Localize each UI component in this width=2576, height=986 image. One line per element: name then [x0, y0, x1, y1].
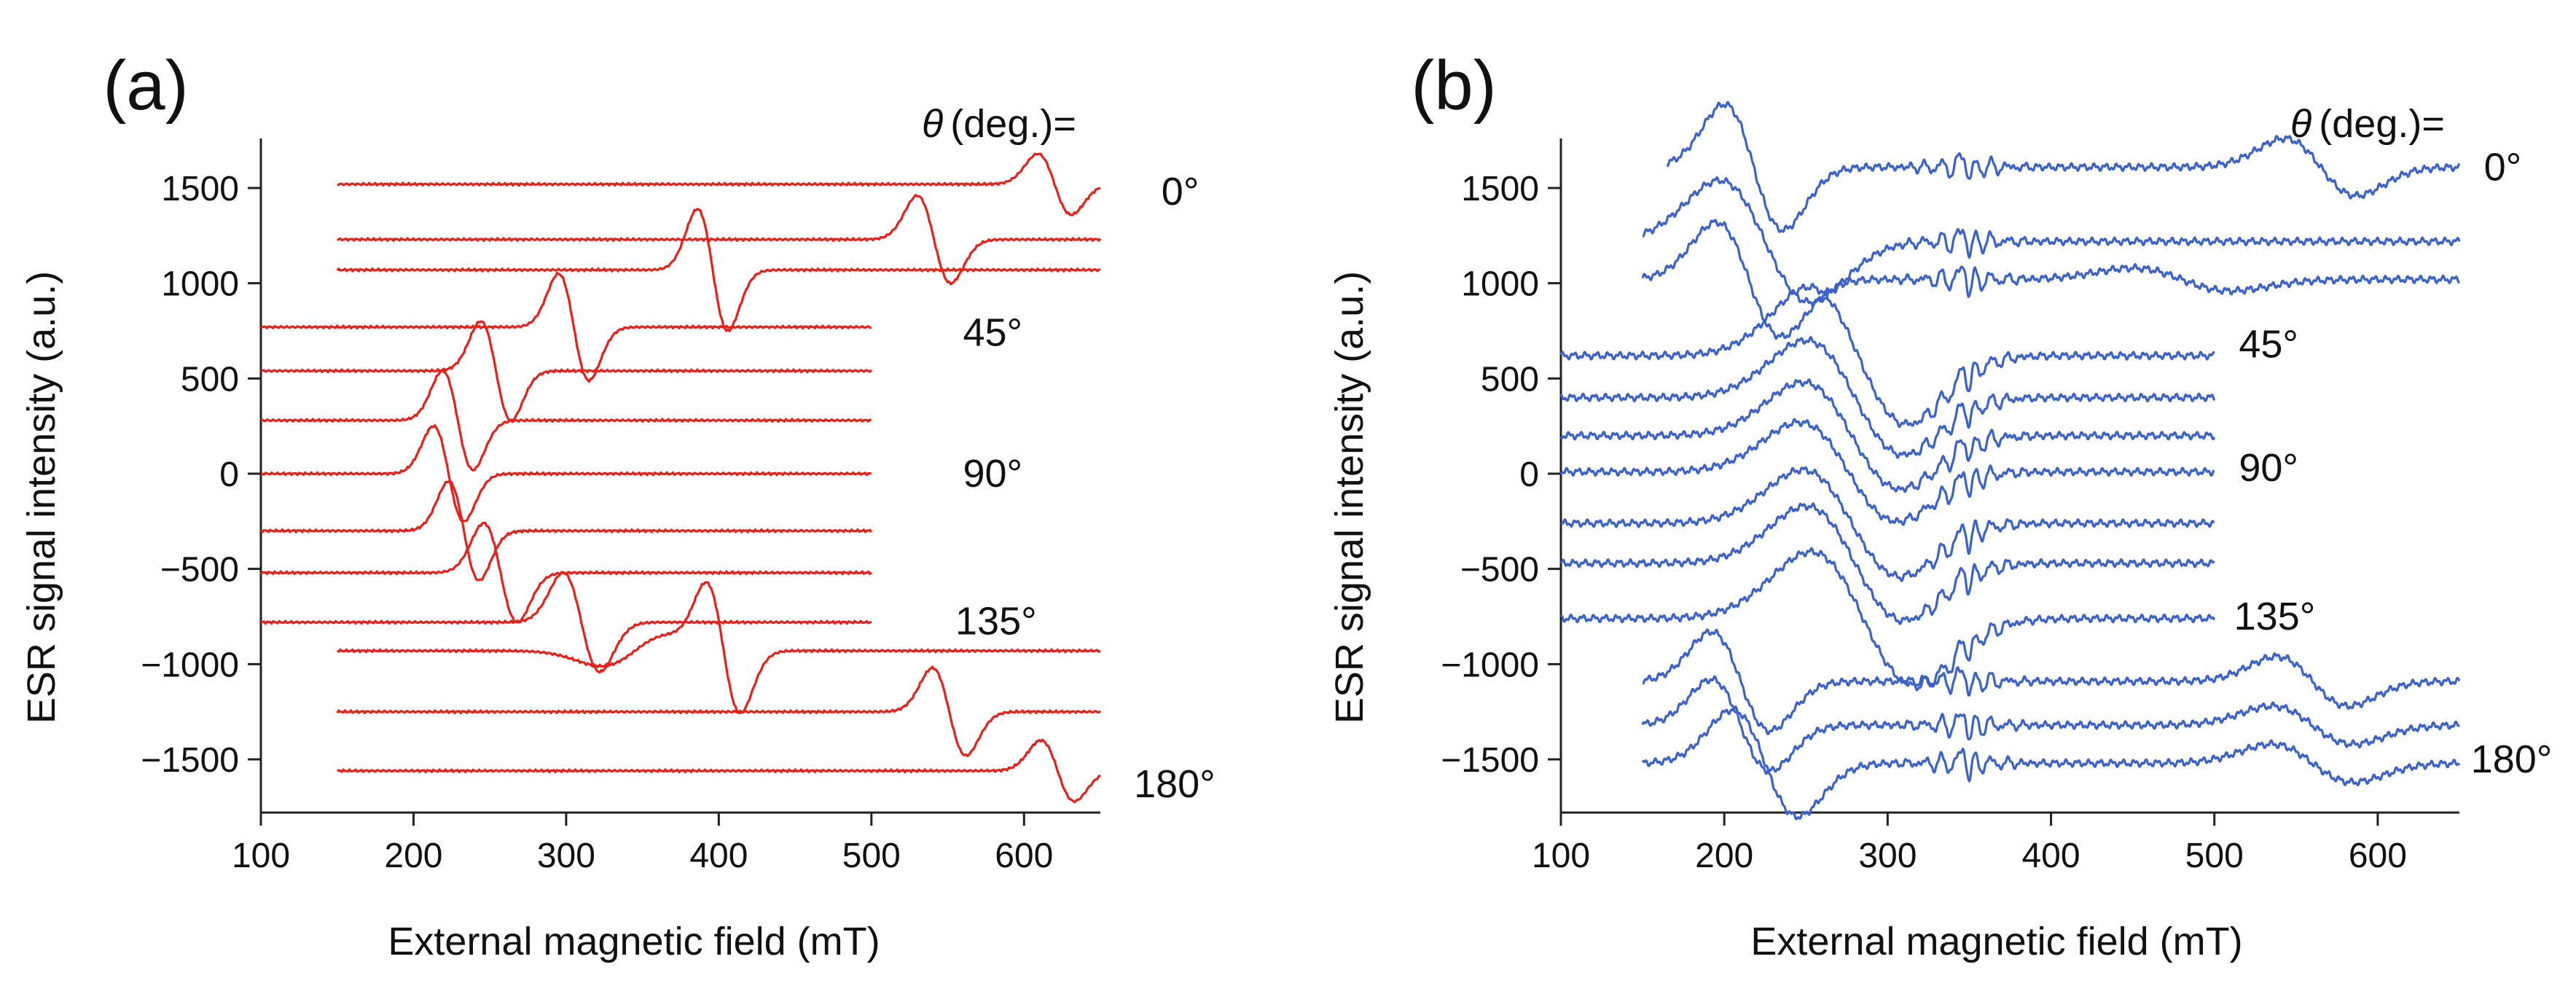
- angle-label: 135°: [955, 600, 1037, 643]
- series-line: [1642, 628, 2461, 735]
- theta-symbol: θ: [922, 102, 943, 146]
- series-line: [1559, 418, 2215, 526]
- x-tick-label: 600: [2349, 837, 2407, 875]
- x-tick-label: 100: [232, 837, 290, 875]
- series-line: [1559, 336, 2216, 459]
- y-tick-label: 1500: [161, 170, 239, 208]
- y-axis-label: ESR signal intensity (a.u.): [20, 271, 63, 724]
- series-line: [337, 194, 1102, 286]
- x-axis-label: External magnetic field (mT): [388, 920, 880, 963]
- series-line: [336, 665, 1102, 757]
- series-line: [260, 424, 872, 523]
- x-tick-label: 500: [2185, 837, 2244, 875]
- angle-label: 90°: [2239, 446, 2298, 490]
- x-tick-label: 200: [1695, 837, 1753, 875]
- y-tick-label: 1500: [1461, 170, 1539, 208]
- x-tick-label: 600: [995, 837, 1053, 875]
- x-tick-label: 100: [1532, 837, 1590, 875]
- series-line: [337, 152, 1101, 216]
- x-tick-label: 500: [842, 837, 901, 875]
- y-tick-label: 0: [219, 455, 239, 494]
- series-line: [336, 738, 1101, 804]
- y-tick-label: −1500: [1441, 741, 1539, 780]
- theta-header: θ (deg.)=: [922, 102, 1076, 146]
- series-line: [260, 320, 872, 421]
- y-tick-label: −1000: [1441, 646, 1539, 684]
- angle-label: 135°: [2234, 595, 2316, 638]
- x-axis-label: External magnetic field (mT): [1750, 920, 2242, 963]
- theta-unit: (deg.)=: [2319, 102, 2445, 146]
- y-tick-label: −500: [1460, 551, 1539, 590]
- y-tick-label: 1000: [1461, 265, 1539, 304]
- y-tick-label: −1000: [141, 646, 239, 684]
- series-line: [1666, 101, 2461, 233]
- y-tick-label: −1500: [141, 741, 239, 780]
- y-tick-label: 0: [1519, 455, 1539, 494]
- panel-label: (a): [103, 47, 188, 125]
- theta-symbol: θ: [2290, 102, 2311, 146]
- angle-label: 180°: [2471, 737, 2553, 781]
- series-line: [1641, 705, 2461, 821]
- y-tick-label: −500: [160, 551, 239, 590]
- series-line: [1641, 219, 2460, 340]
- series-line: [337, 581, 1101, 715]
- series-line: [1559, 283, 2215, 429]
- series-line: [1559, 378, 2216, 493]
- x-tick-label: 200: [384, 837, 442, 875]
- y-tick-label: 500: [181, 360, 239, 399]
- angle-label: 45°: [963, 311, 1022, 355]
- theta-header: θ (deg.)=: [2290, 102, 2445, 146]
- series-line: [259, 480, 873, 582]
- series-line: [259, 272, 872, 383]
- y-axis-label: ESR signal intensity (a.u.): [1328, 271, 1371, 724]
- angle-label: 180°: [1134, 762, 1215, 806]
- series-line: [1559, 502, 2215, 625]
- angle-label: 45°: [2239, 322, 2298, 366]
- x-tick-label: 300: [537, 837, 595, 875]
- angle-label: 0°: [2484, 145, 2522, 189]
- y-tick-label: 1000: [161, 265, 239, 304]
- x-tick-label: 300: [1858, 837, 1917, 875]
- series-line: [1641, 675, 2461, 775]
- series-line: [336, 208, 1101, 332]
- series-line: [1560, 466, 2215, 582]
- x-tick-label: 400: [2021, 837, 2080, 875]
- y-tick-label: 500: [1481, 360, 1539, 399]
- series-line: [260, 368, 872, 472]
- angle-label: 0°: [1162, 170, 1199, 214]
- x-tick-label: 400: [689, 837, 748, 875]
- series-line: [260, 571, 872, 674]
- panel-a: (a) θ (deg.)= 1500 1000 500 0 −500 −1000 −1500 100…: [20, 47, 1215, 963]
- angle-label: 90°: [963, 452, 1022, 496]
- panel-label: (b): [1411, 47, 1496, 125]
- series-line: [1560, 547, 2216, 692]
- panel-b: (b) θ (deg.)= 1500 1000 500 0 −500 −1000 −1500 100…: [1328, 47, 2552, 963]
- theta-unit: (deg.)=: [950, 102, 1076, 146]
- series-line: [1642, 176, 2461, 308]
- series-line: [259, 521, 872, 624]
